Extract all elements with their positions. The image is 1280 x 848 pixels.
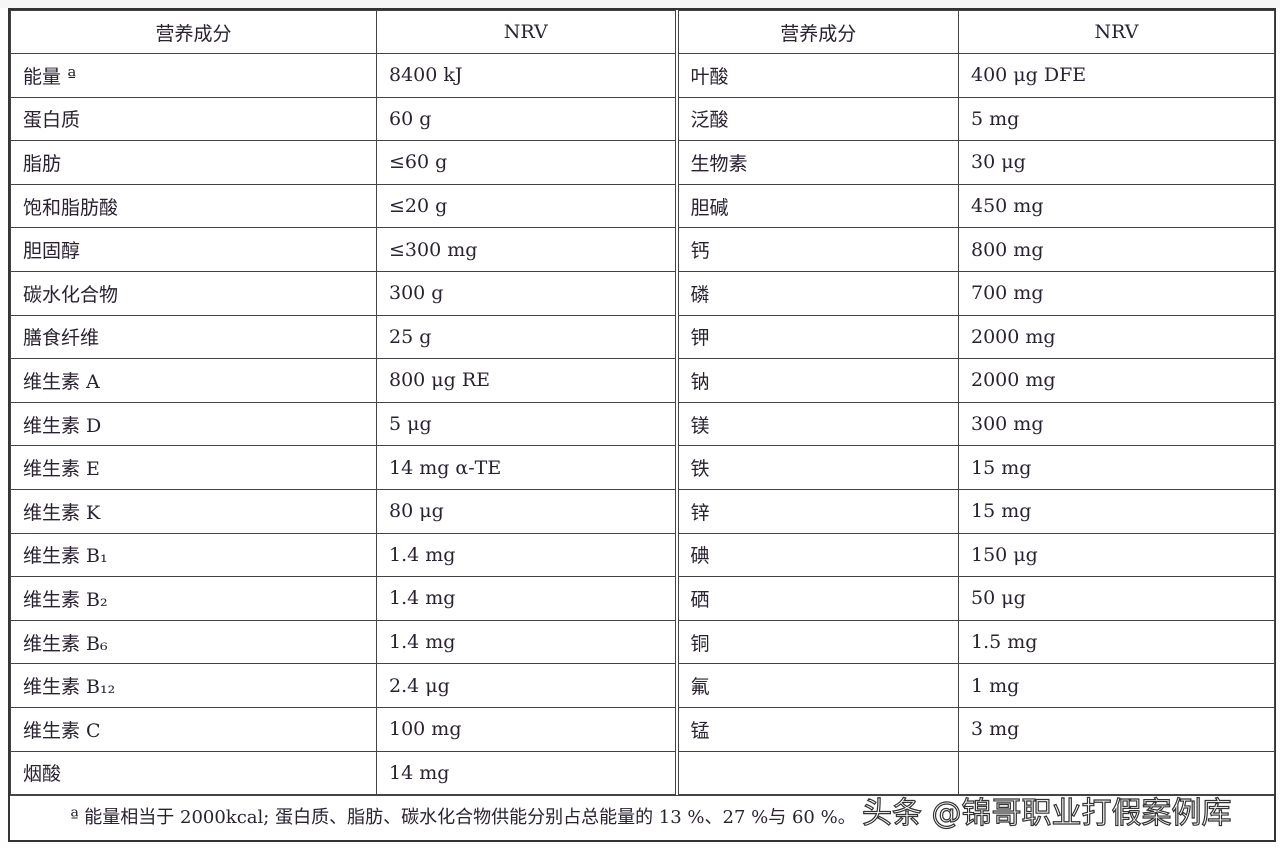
cell-nutrient-right: 胆碱	[676, 183, 959, 229]
cell-nrv-left: 8400 kJ	[376, 53, 679, 98]
cell-nrv-right: 50 μg	[958, 576, 1275, 621]
table-row: 维生素 B₁ 1.4 mg 碘 150 μg	[10, 532, 1275, 578]
cell-nrv-right: 2000 mg	[958, 314, 1275, 360]
cell-nutrient-right: 氟	[676, 663, 959, 708]
cell-nutrient-left: 维生素 B₂	[10, 576, 377, 621]
cell-nrv-left: ≤60 g	[376, 140, 679, 185]
table-row: 碳水化合物 300 g 磷 700 mg	[10, 270, 1275, 316]
table-row: 胆固醇 ≤300 mg 钙 800 mg	[10, 227, 1275, 272]
table-row: 维生素 B₂ 1.4 mg 硒 50 μg	[10, 576, 1275, 621]
watermark: 头条 @锦哥职业打假案例库	[861, 795, 1232, 831]
cell-nutrient-right: 锰	[676, 706, 959, 752]
cell-nutrient-right: 镁	[676, 401, 959, 447]
table-row: 膳食纤维 25 g 钾 2000 mg	[10, 314, 1275, 360]
cell-nrv-right: 2000 mg	[958, 358, 1275, 403]
cell-nrv-right: 15 mg	[958, 445, 1275, 490]
header-row: 营养成分 NRV 营养成分 NRV	[10, 10, 1275, 54]
table-row: 脂肪 ≤60 g 生物素 30 μg	[10, 140, 1275, 185]
header-nrv-left: NRV	[376, 10, 679, 54]
cell-nrv-left: ≤20 g	[376, 183, 679, 229]
table-row: 维生素 C 100 mg 锰 3 mg	[10, 706, 1275, 752]
cell-nutrient-left: 维生素 C	[10, 706, 377, 752]
cell-nrv-left: 5 μg	[376, 401, 679, 447]
table-row: 能量 ª 8400 kJ 叶酸 400 μg DFE	[10, 53, 1275, 98]
cell-nutrient-right: 硒	[676, 576, 959, 621]
nrv-table-container: 营养成分 NRV 营养成分 NRV 能量 ª 8400 kJ 叶酸 400 μg DF…	[8, 8, 1276, 843]
cell-nutrient-left: 维生素 B₁	[10, 532, 377, 578]
cell-nutrient-right: 钙	[676, 227, 959, 272]
cell-nrv-right: 5 mg	[958, 96, 1275, 142]
cell-nrv-left: ≤300 mg	[376, 227, 679, 272]
top-edge	[0, 0, 1280, 8]
cell-nrv-right	[958, 750, 1275, 796]
cell-nutrient-right: 生物素	[676, 140, 959, 185]
cell-nutrient-left: 维生素 D	[10, 401, 377, 447]
cell-nutrient-right: 碘	[676, 532, 959, 578]
table-row: 维生素 A 800 μg RE 钠 2000 mg	[10, 358, 1275, 403]
cell-nutrient-left: 维生素 A	[10, 358, 377, 403]
table-row: 维生素 E 14 mg α-TE 铁 15 mg	[10, 445, 1275, 490]
cell-nrv-right: 15 mg	[958, 488, 1275, 534]
cell-nutrient-left: 蛋白质	[10, 96, 377, 142]
cell-nutrient-right: 钠	[676, 358, 959, 403]
cell-nutrient-left: 维生素 B₁₂	[10, 663, 377, 708]
cell-nutrient-left: 维生素 B₆	[10, 619, 377, 665]
table-row: 维生素 B₆ 1.4 mg 铜 1.5 mg	[10, 619, 1275, 665]
cell-nrv-left: 1.4 mg	[376, 576, 679, 621]
table-row: 饱和脂肪酸 ≤20 g 胆碱 450 mg	[10, 183, 1275, 229]
cell-nrv-right: 800 mg	[958, 227, 1275, 272]
cell-nrv-left: 60 g	[376, 96, 679, 142]
header-nutrient-right: 营养成分	[676, 10, 959, 54]
cell-nutrient-right: 锌	[676, 488, 959, 534]
cell-nutrient-left: 膳食纤维	[10, 314, 377, 360]
cell-nrv-right: 30 μg	[958, 140, 1275, 185]
table-row: 维生素 K 80 μg 锌 15 mg	[10, 488, 1275, 534]
cell-nrv-right: 150 μg	[958, 532, 1275, 578]
cell-nrv-right: 400 μg DFE	[958, 53, 1275, 98]
nrv-table: 营养成分 NRV 营养成分 NRV 能量 ª 8400 kJ 叶酸 400 μg DF…	[10, 10, 1275, 796]
cell-nutrient-right: 磷	[676, 270, 959, 316]
cell-nutrient-left: 维生素 E	[10, 445, 377, 490]
cell-nrv-left: 2.4 μg	[376, 663, 679, 708]
cell-nrv-right: 3 mg	[958, 706, 1275, 752]
cell-nrv-right: 300 mg	[958, 401, 1275, 447]
cell-nrv-right: 450 mg	[958, 183, 1275, 229]
cell-nutrient-left: 脂肪	[10, 140, 377, 185]
cell-nrv-left: 800 μg RE	[376, 358, 679, 403]
footnote: ª 能量相当于 2000kcal; 蛋白质、脂肪、碳水化合物供能分别占总能量的 …	[10, 795, 1274, 840]
cell-nutrient-right: 叶酸	[676, 53, 959, 98]
cell-nutrient-left: 碳水化合物	[10, 270, 377, 316]
cell-nutrient-left: 胆固醇	[10, 227, 377, 272]
cell-nrv-left: 14 mg	[376, 750, 679, 796]
cell-nrv-right: 1 mg	[958, 663, 1275, 708]
table-row: 烟酸 14 mg	[10, 750, 1275, 796]
cell-nutrient-right: 铁	[676, 445, 959, 490]
header-nrv-right: NRV	[958, 10, 1275, 54]
cell-nrv-right: 1.5 mg	[958, 619, 1275, 665]
cell-nrv-left: 1.4 mg	[376, 532, 679, 578]
cell-nrv-left: 1.4 mg	[376, 619, 679, 665]
cell-nutrient-left: 维生素 K	[10, 488, 377, 534]
cell-nutrient-left: 饱和脂肪酸	[10, 183, 377, 229]
cell-nrv-left: 25 g	[376, 314, 679, 360]
cell-nutrient-right: 泛酸	[676, 96, 959, 142]
cell-nutrient-right: 钾	[676, 314, 959, 360]
cell-nrv-right: 700 mg	[958, 270, 1275, 316]
table-row: 维生素 B₁₂ 2.4 μg 氟 1 mg	[10, 663, 1275, 708]
cell-nrv-left: 80 μg	[376, 488, 679, 534]
cell-nutrient-left: 能量 ª	[10, 53, 377, 98]
table-row: 蛋白质 60 g 泛酸 5 mg	[10, 96, 1275, 142]
cell-nutrient-left: 烟酸	[10, 750, 377, 796]
header-nutrient-left: 营养成分	[10, 10, 377, 54]
cell-nrv-left: 14 mg α-TE	[376, 445, 679, 490]
cell-nrv-left: 300 g	[376, 270, 679, 316]
cell-nutrient-right: 铜	[676, 619, 959, 665]
cell-nrv-left: 100 mg	[376, 706, 679, 752]
